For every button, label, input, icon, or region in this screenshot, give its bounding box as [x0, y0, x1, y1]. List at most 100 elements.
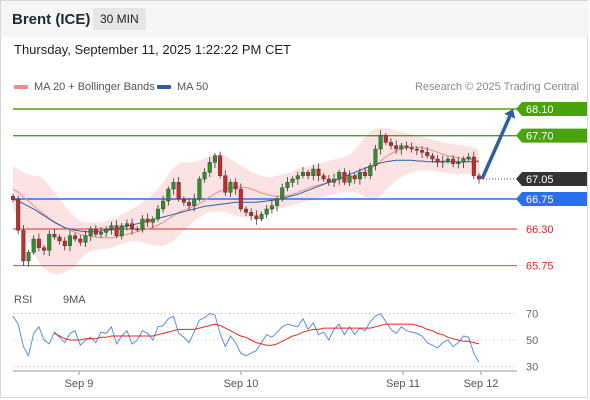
candle [238, 188, 243, 210]
ma50-label: MA 50 [177, 81, 209, 93]
rsi-ma-label: 9MA [63, 294, 86, 306]
candle [347, 175, 352, 183]
candle [326, 178, 331, 183]
price-tag-2 [516, 172, 587, 186]
candle [378, 135, 383, 150]
candle [10, 196, 16, 200]
timeframe-button[interactable]: 30 MIN [93, 8, 146, 30]
price-chart[interactable]: 68.10 67.70 67.05 66.75 66.30 65.75 [1, 1, 589, 291]
candle [300, 172, 305, 176]
candle [311, 168, 316, 176]
credit-text: Research © 2025 Trading Central [414, 81, 579, 93]
candle [295, 175, 300, 180]
candle [332, 178, 337, 183]
candle [269, 205, 274, 210]
candle [466, 156, 471, 160]
candle [119, 225, 124, 236]
forecast-arrow [480, 115, 512, 180]
candle [155, 208, 160, 220]
candle [383, 135, 388, 143]
candle [124, 223, 129, 226]
chart-header: Brent (ICE) 30 MIN [1, 1, 589, 37]
candle [440, 160, 445, 163]
legend-ma50: MA 50 [157, 81, 208, 93]
candle [16, 199, 21, 231]
candle [104, 228, 109, 233]
price-label-2: 67.05 [526, 174, 554, 186]
candle [285, 182, 290, 188]
rsi-chart[interactable]: 70 50 30 [1, 301, 589, 389]
candle [26, 252, 31, 262]
candle [394, 145, 399, 150]
timestamp: Thursday, September 11, 2025 1:22:22 PM … [14, 42, 291, 57]
rsi-ma-line [54, 323, 480, 346]
candle [161, 200, 166, 210]
price-label-4: 66.30 [526, 224, 554, 236]
candle [223, 175, 228, 193]
candle [243, 208, 249, 213]
candle [135, 228, 140, 231]
candle [280, 187, 285, 200]
price-label-3: 66.75 [526, 194, 554, 206]
candle [321, 175, 326, 180]
candle [363, 172, 368, 176]
rsi-tick-label: 50 [526, 335, 538, 347]
candle [306, 172, 311, 176]
candle [114, 225, 119, 236]
candle [47, 234, 52, 251]
candle [78, 238, 83, 243]
candle [207, 162, 212, 173]
candle [425, 152, 430, 156]
rsi-line [12, 312, 480, 363]
candle [254, 215, 259, 220]
price-tag-1 [516, 128, 587, 143]
time-tick-label: Sep 12 [464, 378, 499, 390]
candle [435, 158, 440, 163]
time-tick-label: Sep 10 [224, 378, 259, 390]
candle [83, 235, 88, 243]
candle [171, 182, 176, 190]
legend-rsi: RSI [14, 294, 32, 306]
candle [57, 236, 62, 242]
candle [88, 228, 93, 236]
candle [36, 238, 41, 248]
candle [176, 182, 181, 200]
candle [373, 148, 378, 166]
candle [420, 150, 425, 153]
candle [342, 172, 347, 183]
candle [31, 238, 36, 253]
legend-ma20: MA 20 + Bollinger Bands [14, 81, 155, 93]
candle [228, 182, 233, 193]
candle [316, 168, 321, 176]
candle [140, 218, 145, 230]
candle [109, 225, 114, 230]
time-tick-label: Sep 11 [386, 378, 420, 390]
price-tag-0 [516, 102, 587, 116]
candle [99, 232, 104, 235]
candle [202, 172, 207, 180]
candle [461, 158, 466, 163]
candle [187, 202, 192, 206]
rsi-tick-label: 70 [526, 309, 538, 321]
candle [471, 156, 476, 176]
candle [212, 155, 217, 163]
candle [409, 147, 414, 150]
candle [404, 145, 409, 148]
legend-rsi-ma: 9MA [63, 294, 86, 306]
time-axis: Sep 9 Sep 10 Sep 11 Sep 12 [13, 370, 517, 390]
forecast-arrowhead [504, 109, 516, 119]
price-label-1: 67.70 [526, 131, 554, 143]
candle [430, 155, 435, 160]
candle [249, 212, 254, 216]
candle [73, 235, 78, 240]
candle [130, 223, 135, 230]
candle [388, 142, 393, 146]
rsi-tick-label: 30 [526, 361, 538, 373]
time-tick-label: Sep 9 [65, 378, 94, 390]
candle [259, 214, 264, 220]
price-label-0: 68.10 [526, 104, 554, 116]
candle [62, 240, 67, 246]
ma20-swatch [14, 85, 28, 90]
bollinger-band [13, 127, 479, 275]
